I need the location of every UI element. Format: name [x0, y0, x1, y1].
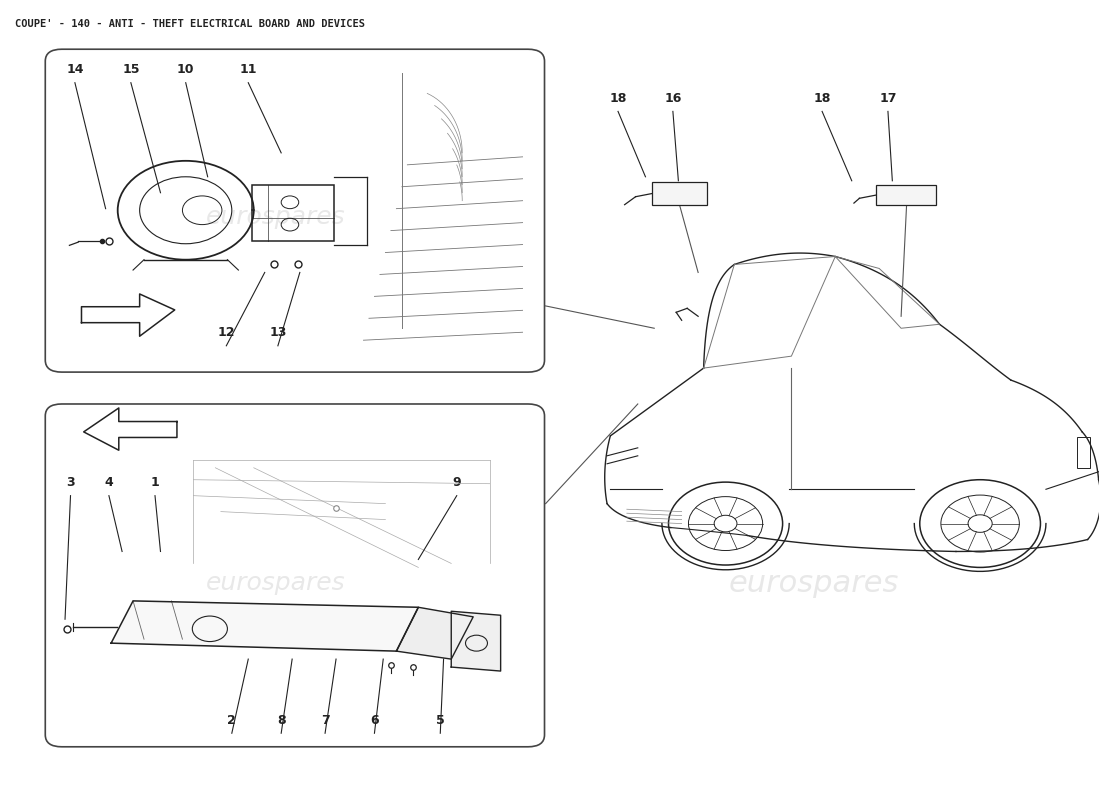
Text: 5: 5: [436, 714, 444, 727]
Text: 11: 11: [240, 63, 257, 76]
Text: 14: 14: [66, 63, 84, 76]
Polygon shape: [81, 294, 175, 336]
Text: 2: 2: [228, 714, 236, 727]
Text: 3: 3: [66, 476, 75, 490]
Text: 18: 18: [609, 92, 627, 105]
Text: 12: 12: [218, 326, 235, 339]
Text: 1: 1: [151, 476, 160, 490]
Polygon shape: [84, 408, 177, 450]
Text: 8: 8: [277, 714, 286, 727]
Text: 18: 18: [813, 92, 830, 105]
Text: 13: 13: [270, 326, 287, 339]
Bar: [652, 182, 707, 205]
Polygon shape: [396, 607, 473, 659]
Bar: [1077, 438, 1090, 468]
Polygon shape: [111, 601, 418, 651]
Text: 6: 6: [370, 714, 378, 727]
Text: eurospares: eurospares: [206, 571, 345, 595]
Bar: [252, 185, 333, 241]
Text: 7: 7: [321, 714, 329, 727]
Polygon shape: [451, 611, 501, 671]
Text: 10: 10: [177, 63, 195, 76]
Text: 17: 17: [879, 92, 896, 105]
Text: eurospares: eurospares: [728, 569, 899, 598]
Text: 16: 16: [664, 92, 682, 105]
Text: COUPE' - 140 - ANTI - THEFT ELECTRICAL BOARD AND DEVICES: COUPE' - 140 - ANTI - THEFT ELECTRICAL B…: [14, 19, 364, 29]
Bar: [876, 185, 936, 205]
Text: 9: 9: [452, 476, 461, 490]
Text: 4: 4: [104, 476, 113, 490]
Text: 15: 15: [122, 63, 140, 76]
Text: eurospares: eurospares: [206, 205, 345, 229]
